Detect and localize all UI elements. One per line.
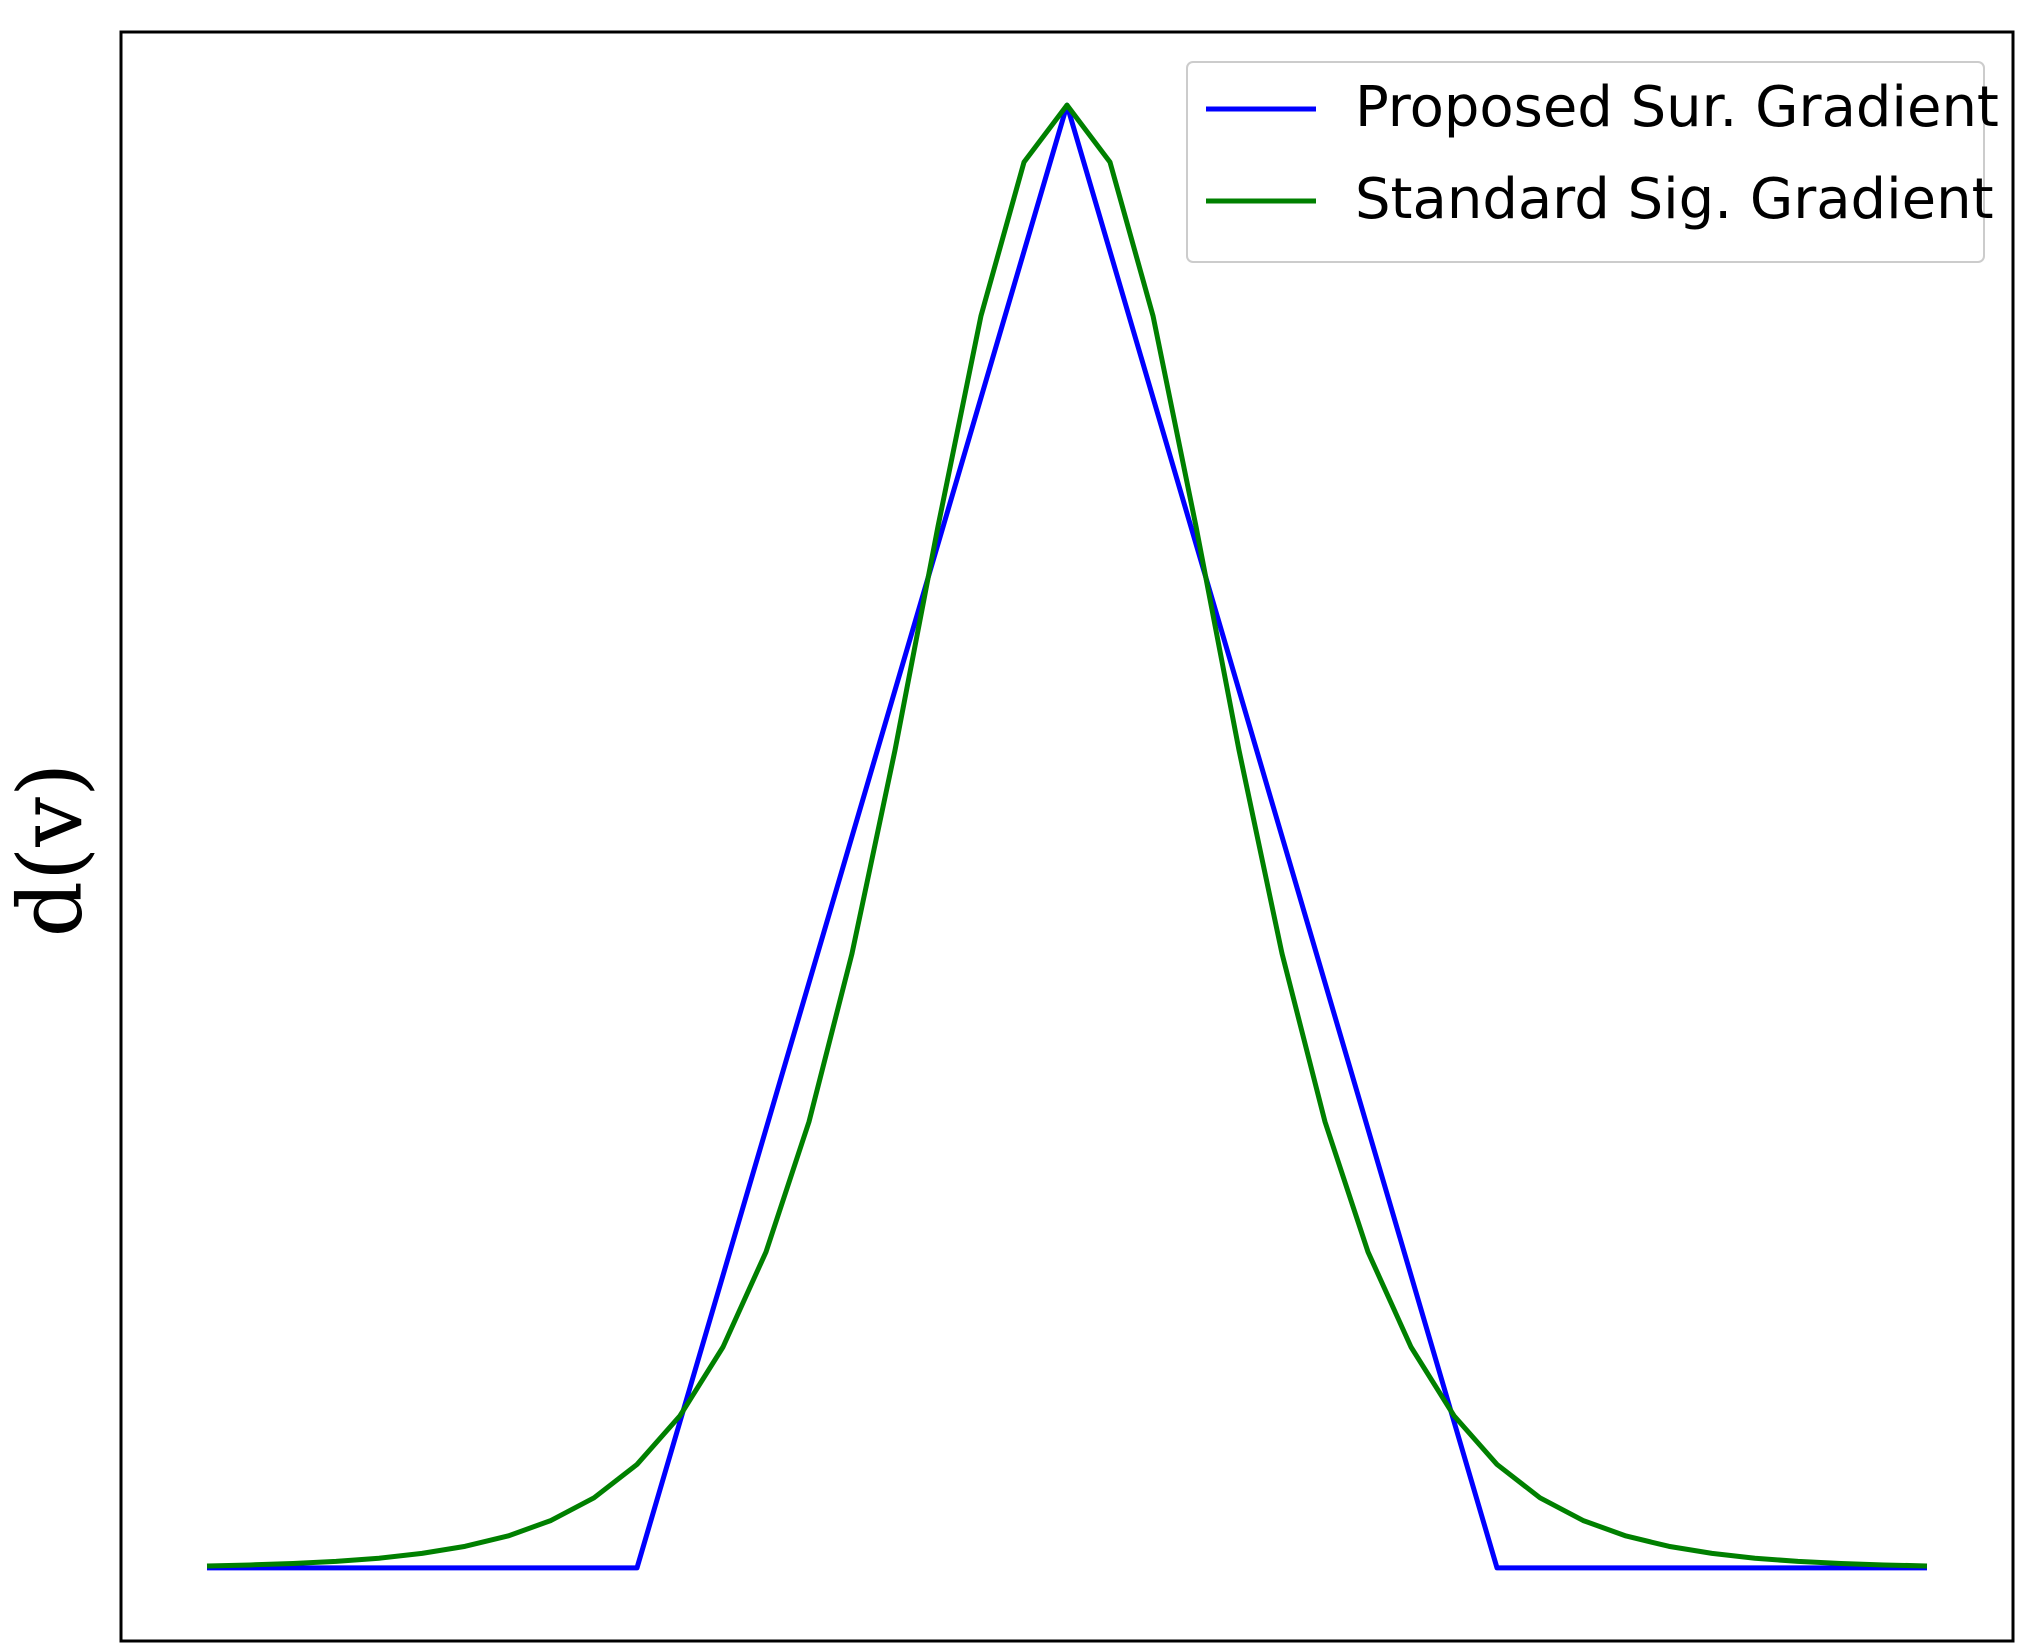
lines [206,102,1928,1571]
series-line [207,102,1927,1571]
series-line [206,102,1928,1569]
legend-label: Proposed Sur. Gradient [1355,75,1999,140]
legend-label: Standard Sig. Gradient [1355,167,1994,232]
legend-box [1186,61,1985,263]
plot-frame [119,30,2015,1643]
y-axis-label: d(v) [0,763,102,938]
legend: Proposed Sur. Gradient Standard Sig. Grad… [1186,61,1999,263]
